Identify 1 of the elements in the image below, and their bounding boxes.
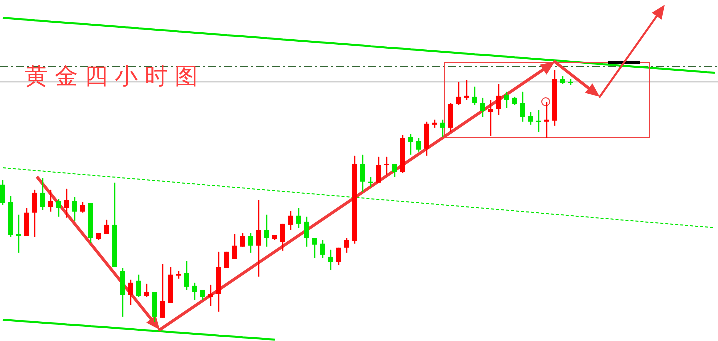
chart-title: 黄金四小时图 [25, 64, 205, 90]
